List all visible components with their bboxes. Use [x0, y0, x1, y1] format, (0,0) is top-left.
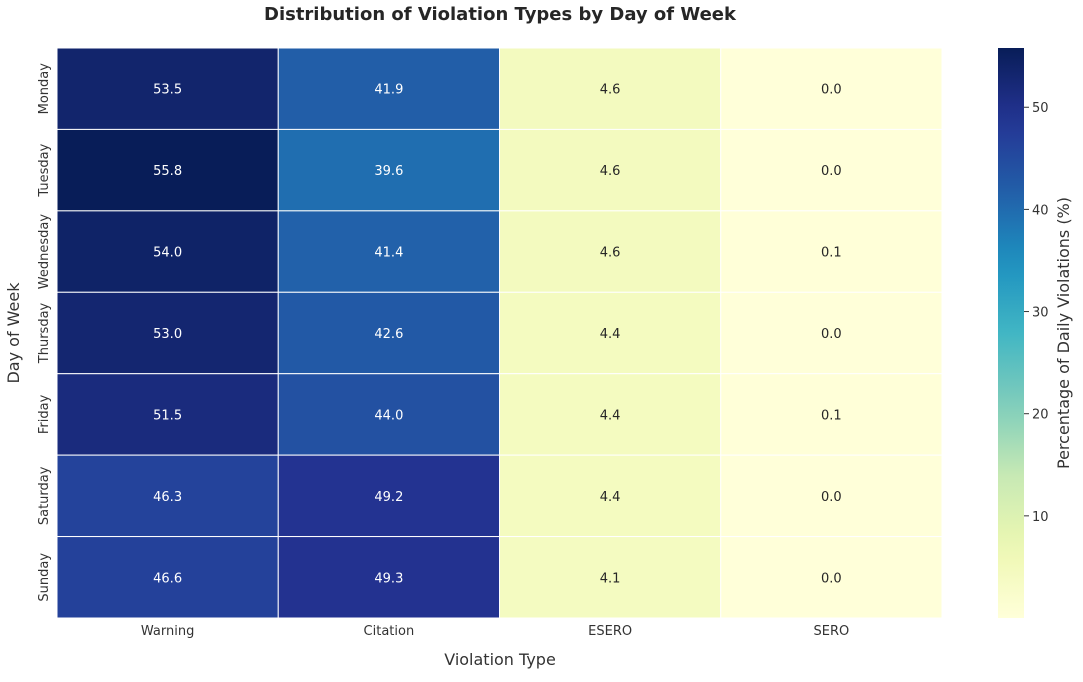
- x-tick-label: SERO: [814, 624, 850, 639]
- colorbar-tick-label: 20: [1032, 408, 1049, 423]
- cell-value-label: 41.4: [374, 246, 403, 261]
- cell-value-label: 4.1: [600, 571, 621, 586]
- cell-value-label: 4.6: [600, 83, 621, 98]
- heatmap-cell: [720, 536, 943, 619]
- heatmap-cell: [277, 373, 500, 456]
- y-tick-label: Friday: [37, 394, 52, 434]
- cell-value-label: 54.0: [153, 246, 182, 261]
- cell-value-label: 39.6: [374, 164, 403, 179]
- x-tick-labels: Warning Citation ESERO SERO: [141, 624, 849, 639]
- y-tick-label: Thursday: [37, 302, 52, 364]
- cell-value-label: 0.0: [821, 490, 842, 505]
- heatmap-cell: [720, 373, 943, 456]
- x-tick-label: Citation: [364, 624, 415, 639]
- heatmap-cell: [499, 47, 722, 130]
- cell-value-label: 41.9: [374, 83, 403, 98]
- heatmap-cell: [56, 291, 279, 375]
- cell-value-label: 0.1: [821, 408, 842, 423]
- cell-value-label: 53.5: [153, 83, 182, 98]
- y-tick-labels: Monday Tuesday Wednesday Thursday Friday Satu…: [37, 63, 52, 602]
- cell-value-label: 49.3: [374, 571, 403, 586]
- y-tick-label: Monday: [37, 63, 52, 115]
- cell-value-label: 4.4: [600, 408, 621, 423]
- y-tick-label: Saturday: [37, 466, 52, 525]
- cell-value-label: 51.5: [153, 408, 182, 423]
- cell-value-label: 0.0: [821, 571, 842, 586]
- y-tick-label: Sunday: [37, 553, 52, 602]
- heatmap-cell: [499, 454, 722, 538]
- cell-value-label: 49.2: [374, 490, 403, 505]
- cell-value-label: 46.3: [153, 490, 182, 505]
- x-tick-label: ESERO: [588, 624, 632, 639]
- heatmap-cell: [720, 291, 943, 375]
- heatmap-cell: [277, 210, 500, 293]
- y-tick-label: Tuesday: [37, 143, 52, 197]
- y-axis-label: Day of Week: [4, 282, 23, 384]
- chart-title: Distribution of Violation Types by Day o…: [264, 4, 737, 25]
- y-tick-label: Wednesday: [37, 214, 52, 290]
- heatmap-cell: [720, 128, 943, 212]
- heatmap-cell: [56, 454, 279, 538]
- cell-value-label: 0.0: [821, 83, 842, 98]
- colorbar-label: Percentage of Daily Violations (%): [1054, 197, 1073, 469]
- heatmap-cell: [499, 373, 722, 456]
- cell-value-label: 0.1: [821, 246, 842, 261]
- heatmap-cell: [720, 454, 943, 538]
- heatmap-cell: [720, 210, 943, 293]
- cell-value-label: 4.4: [600, 490, 621, 505]
- cell-value-label: 0.0: [821, 164, 842, 179]
- heatmap-cell: [277, 291, 500, 375]
- heatmap-cell: [56, 373, 279, 456]
- heatmap-cell: [56, 536, 279, 619]
- heatmap-cell: [720, 47, 943, 130]
- heatmap-cell: [56, 47, 279, 130]
- heatmap-cell: [499, 536, 722, 619]
- colorbar-tick-label: 50: [1032, 101, 1049, 116]
- heatmap-cell: [277, 47, 500, 130]
- heatmap-cell: [56, 128, 279, 212]
- heatmap-cells: 53.5 41.9 4.6 0.0 55.8 39.6 4.6 0.0 54.0 41.4 4.6 0…: [56, 47, 943, 619]
- x-axis-label: Violation Type: [444, 650, 556, 669]
- cell-value-label: 4.6: [600, 246, 621, 261]
- x-tick-label: Warning: [141, 624, 194, 639]
- cell-value-label: 55.8: [153, 164, 182, 179]
- cell-value-label: 46.6: [153, 571, 182, 586]
- colorbar-ticks: 10 20 30 40 50: [1024, 101, 1049, 525]
- heatmap-cell: [499, 291, 722, 375]
- cell-value-label: 0.0: [821, 327, 842, 342]
- colorbar-tick-label: 10: [1032, 510, 1049, 525]
- cell-value-label: 44.0: [374, 408, 403, 423]
- heatmap-cell: [277, 128, 500, 212]
- cell-value-label: 42.6: [374, 327, 403, 342]
- cell-value-label: 4.6: [600, 164, 621, 179]
- cell-value-label: 53.0: [153, 327, 182, 342]
- heatmap-cell: [277, 454, 500, 538]
- colorbar: 10 20 30 40 50 Percentage of Daily Violation…: [998, 48, 1073, 618]
- cell-value-label: 4.4: [600, 327, 621, 342]
- colorbar-gradient: [998, 48, 1024, 618]
- colorbar-tick-label: 30: [1032, 306, 1049, 321]
- colorbar-tick-label: 40: [1032, 203, 1049, 218]
